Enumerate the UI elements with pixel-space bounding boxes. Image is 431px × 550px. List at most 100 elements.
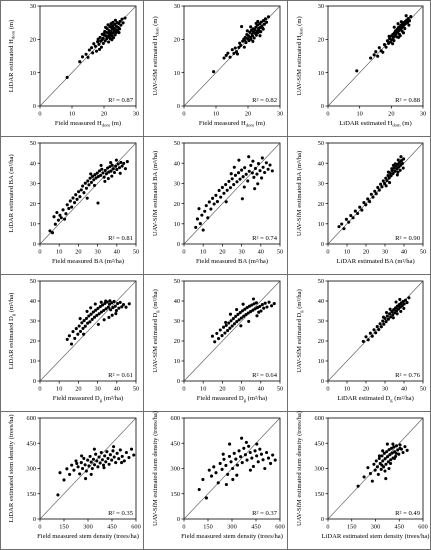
data-point [65,203,69,207]
data-point [64,212,68,216]
y-tick-label: 10 [30,221,36,228]
data-point [104,460,108,464]
data-point [374,192,378,196]
data-point [84,52,88,56]
data-point [235,320,239,324]
data-point [384,320,388,324]
data-point [390,310,394,314]
data-point [374,50,378,54]
data-point [392,39,396,43]
data-point [93,44,97,48]
x-tick-label: 30 [277,111,283,118]
data-point [241,302,245,306]
data-point [382,43,387,47]
data-point [107,40,111,44]
data-point [391,442,395,446]
data-point [102,308,106,312]
data-point [102,175,106,179]
x-tick-label: 20 [363,249,369,256]
x-axis-label: LiDAR estimated stem density (trees/ha) [321,533,429,540]
data-point [90,466,94,471]
data-point [215,200,219,204]
data-point [61,208,65,212]
x-tick-label: 30 [94,386,100,393]
data-point [95,313,99,317]
data-point [230,48,234,52]
panel-2-1: 0 10 20 30 40 50 0 10 20 30 40 50 Field measured Dg … [152,278,283,402]
data-point [62,478,66,482]
data-point [116,162,120,166]
data-point [106,305,110,309]
y-tick-label: 40 [174,298,180,305]
data-point [370,479,374,483]
x-tick-label: 30 [382,386,388,393]
data-point [387,176,391,180]
data-point [273,458,277,462]
data-point [89,472,93,476]
data-point [84,316,89,320]
data-point [217,188,221,193]
x-tick-label: 150 [59,524,68,531]
data-point [228,55,232,59]
data-point [113,304,117,308]
data-point [249,163,253,167]
x-tick-label: 0 [182,386,185,393]
data-point [255,442,259,446]
data-point [243,166,247,170]
data-point [248,468,252,472]
panel-1-0: 0 10 20 30 40 50 0 10 20 30 40 50 Field measured BA … [8,140,139,265]
data-point [84,469,88,473]
data-point [251,159,255,163]
data-point [242,185,246,189]
data-point [100,167,104,171]
data-point [70,463,74,467]
data-point [249,37,253,41]
data-point [252,36,256,40]
data-point [67,334,71,338]
data-point [211,196,215,200]
data-point [349,213,353,218]
data-point [84,477,88,481]
data-point [107,462,111,466]
data-point [388,461,393,466]
y-tick-label: 50 [30,140,36,147]
data-point [397,35,401,39]
y-tick-label: 20 [318,338,324,345]
data-point [124,305,128,309]
data-point [251,308,255,312]
data-point [396,448,400,452]
x-tick-label: 0 [326,249,329,256]
y-tick-label: 10 [30,70,36,77]
data-point [229,460,233,464]
data-point [101,463,106,467]
data-point [91,51,95,55]
x-tick-label: 0 [326,524,329,531]
data-point [228,442,232,446]
data-point [387,34,391,38]
y-tick-label: 50 [174,140,180,147]
r-squared-label: R² = 0.88 [395,97,421,104]
data-point [104,25,108,29]
data-point [120,305,124,309]
x-tick-label: 10 [213,111,219,118]
data-point [71,330,75,334]
data-point [394,451,398,455]
data-point [53,222,57,226]
data-point [239,455,243,459]
data-point [89,172,93,176]
r-squared-label: R² = 0.64 [252,372,278,379]
data-point [244,313,248,317]
y-axis-label: UAV-SfM estimated stem density (trees/ha… [152,411,159,526]
data-point [117,306,121,310]
data-point [264,161,268,165]
x-tick-label: 300 [83,524,92,531]
data-point [112,299,116,303]
x-tick-label: 20 [363,386,369,393]
data-point [263,17,268,21]
x-tick-label: 600 [275,524,284,531]
data-point [81,184,85,188]
data-point [87,183,91,187]
data-point [103,179,107,183]
data-point [245,458,249,462]
data-point [244,41,248,45]
